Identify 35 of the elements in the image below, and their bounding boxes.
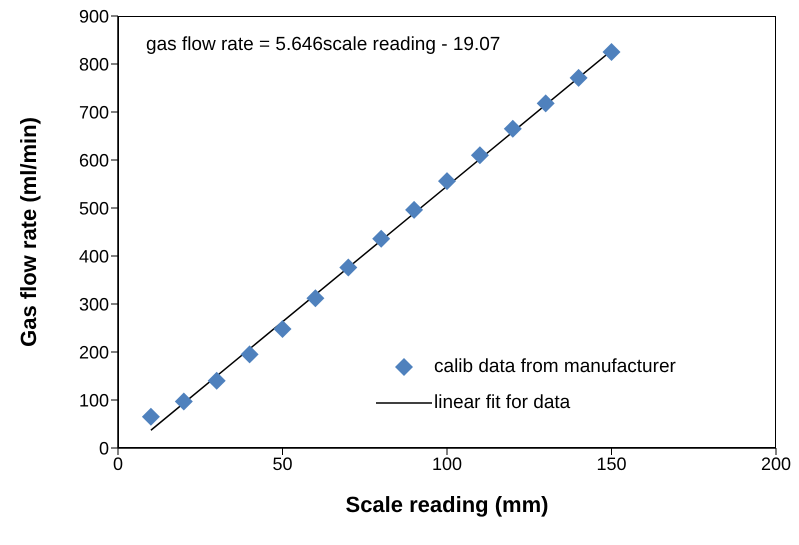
y-tick-label: 900 (78, 6, 109, 26)
point (274, 320, 292, 338)
legend-label: linear fit for data (434, 391, 570, 415)
y-tick-label: 500 (78, 198, 109, 218)
x-tick-label: 50 (272, 454, 293, 474)
x-tick-label: 0 (112, 454, 124, 474)
point (339, 258, 358, 277)
point (142, 408, 160, 426)
point (536, 94, 555, 112)
legend-label: calib data from manufacturer (434, 355, 676, 379)
point (372, 230, 390, 248)
y-axis-title: Gas flow rate (ml/min) (16, 117, 41, 347)
x-axis-title: Scale reading (mm) (346, 492, 548, 517)
point (504, 120, 522, 138)
point (570, 68, 588, 87)
y-tick-label: 0 (98, 438, 109, 458)
y-tick-label: 400 (78, 246, 109, 266)
x-tick-label: 200 (760, 454, 792, 474)
y-tick-label: 100 (78, 390, 109, 410)
x-tick-label: 100 (432, 454, 462, 474)
point (240, 345, 259, 364)
y-tick-label: 300 (78, 294, 109, 314)
annotation: gas flow rate = 5.646scale reading - 19.07 (146, 34, 500, 56)
point (306, 289, 324, 308)
point (602, 43, 620, 61)
y-tick-label: 600 (78, 150, 109, 170)
y-tick-label: 800 (78, 54, 109, 74)
point (438, 172, 456, 190)
point (174, 392, 193, 410)
y-tick-label: 200 (78, 342, 109, 362)
point (405, 200, 424, 219)
y-tick-label: 700 (78, 102, 109, 122)
x-tick-label: 150 (596, 454, 627, 474)
point (208, 372, 226, 390)
point (470, 146, 489, 164)
